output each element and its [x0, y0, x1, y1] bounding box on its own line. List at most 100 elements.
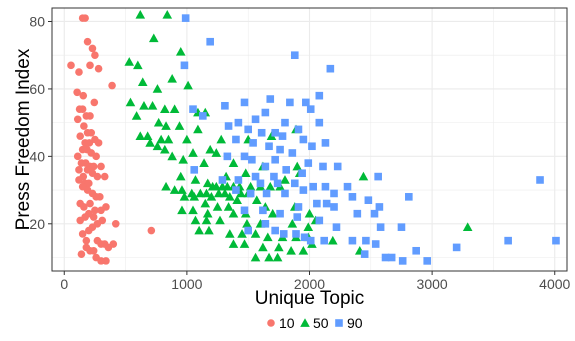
point-series-90	[320, 236, 329, 245]
point-series-50	[137, 77, 148, 87]
point-series-90	[271, 155, 279, 164]
point-series-90	[398, 257, 407, 265]
legend: 10 50 90	[267, 315, 363, 331]
point-series-90	[405, 193, 413, 201]
point-series-90	[234, 176, 243, 184]
point-series-50	[239, 239, 250, 248]
series-90	[180, 14, 560, 265]
point-series-50	[177, 185, 187, 194]
point-series-90	[326, 64, 335, 73]
point-series-50	[178, 154, 189, 164]
point-series-90	[381, 253, 390, 262]
point-series-50	[124, 57, 135, 66]
point-series-50	[152, 84, 163, 93]
point-series-10	[147, 226, 156, 235]
point-series-90	[286, 98, 294, 107]
point-series-90	[249, 139, 257, 147]
point-series-50	[206, 192, 217, 201]
point-series-90	[181, 14, 190, 22]
point-series-50	[245, 181, 256, 191]
point-series-50	[131, 111, 142, 120]
point-series-90	[256, 179, 265, 188]
point-series-10	[90, 98, 99, 107]
point-series-90	[304, 159, 313, 167]
point-series-50	[163, 134, 174, 144]
point-series-50	[194, 225, 204, 235]
point-series-90	[278, 132, 287, 140]
point-series-50	[162, 9, 173, 19]
point-series-90	[290, 179, 299, 188]
point-series-90	[294, 125, 303, 134]
point-series-90	[319, 162, 327, 171]
point-series-10	[75, 68, 83, 76]
point-series-50	[152, 141, 163, 151]
x-tick-label: 0	[60, 276, 68, 292]
point-series-90	[348, 193, 357, 201]
point-series-50	[327, 235, 338, 245]
point-series-50	[183, 80, 193, 90]
point-series-90	[261, 162, 270, 171]
point-series-90	[232, 186, 240, 194]
point-series-10	[79, 91, 88, 100]
point-series-50	[188, 148, 198, 157]
point-series-90	[282, 166, 291, 174]
point-series-50	[188, 205, 198, 215]
point-series-10	[108, 81, 116, 90]
point-series-50	[258, 242, 268, 252]
point-series-50	[250, 252, 261, 262]
point-series-50	[177, 205, 187, 215]
point-series-90	[360, 250, 369, 258]
point-series-50	[286, 245, 296, 255]
y-axis-title: Press Freedom Index	[13, 48, 34, 230]
point-series-10	[85, 139, 94, 147]
point-series-10	[86, 61, 94, 70]
y-axis-ticks: 20 40 60 80	[29, 13, 52, 232]
point-series-10	[100, 172, 109, 181]
point-series-90	[246, 189, 255, 198]
point-series-90	[330, 203, 338, 211]
point-series-90	[452, 243, 461, 252]
point-series-10	[97, 162, 105, 171]
point-series-10	[111, 219, 120, 228]
point-series-50	[220, 188, 230, 198]
point-series-10	[93, 172, 102, 181]
point-series-90	[270, 172, 278, 181]
point-series-50	[265, 181, 276, 191]
point-series-90	[234, 118, 243, 127]
point-series-10	[80, 203, 88, 211]
point-series-90	[240, 98, 249, 107]
point-series-50	[202, 178, 213, 188]
point-series-10	[73, 115, 82, 124]
point-series-50	[251, 195, 262, 205]
point-series-90	[281, 118, 289, 127]
point-series-50	[161, 181, 171, 191]
point-series-50	[167, 151, 177, 161]
point-series-10	[73, 152, 82, 161]
point-series-90	[244, 226, 252, 235]
point-series-90	[180, 61, 189, 70]
point-series-90	[251, 115, 260, 124]
point-series-90	[397, 223, 406, 231]
legend-key-50	[300, 318, 310, 327]
point-series-90	[330, 189, 338, 198]
point-series-50	[156, 134, 166, 144]
point-series-50	[147, 100, 158, 110]
point-series-50	[199, 158, 209, 167]
point-series-90	[353, 209, 362, 218]
point-series-50	[201, 215, 212, 225]
point-series-10	[94, 64, 103, 73]
point-series-50	[125, 97, 136, 107]
point-series-90	[190, 166, 199, 174]
point-series-10	[89, 213, 98, 221]
point-series-50	[201, 188, 212, 198]
point-series-50	[274, 242, 284, 252]
point-series-50	[211, 181, 222, 191]
point-series-90	[248, 155, 256, 164]
point-series-90	[299, 135, 308, 144]
point-series-90	[257, 128, 266, 137]
point-series-50	[236, 188, 246, 198]
grid-lines	[52, 8, 567, 271]
point-series-50	[237, 229, 247, 238]
point-series-90	[299, 186, 308, 194]
